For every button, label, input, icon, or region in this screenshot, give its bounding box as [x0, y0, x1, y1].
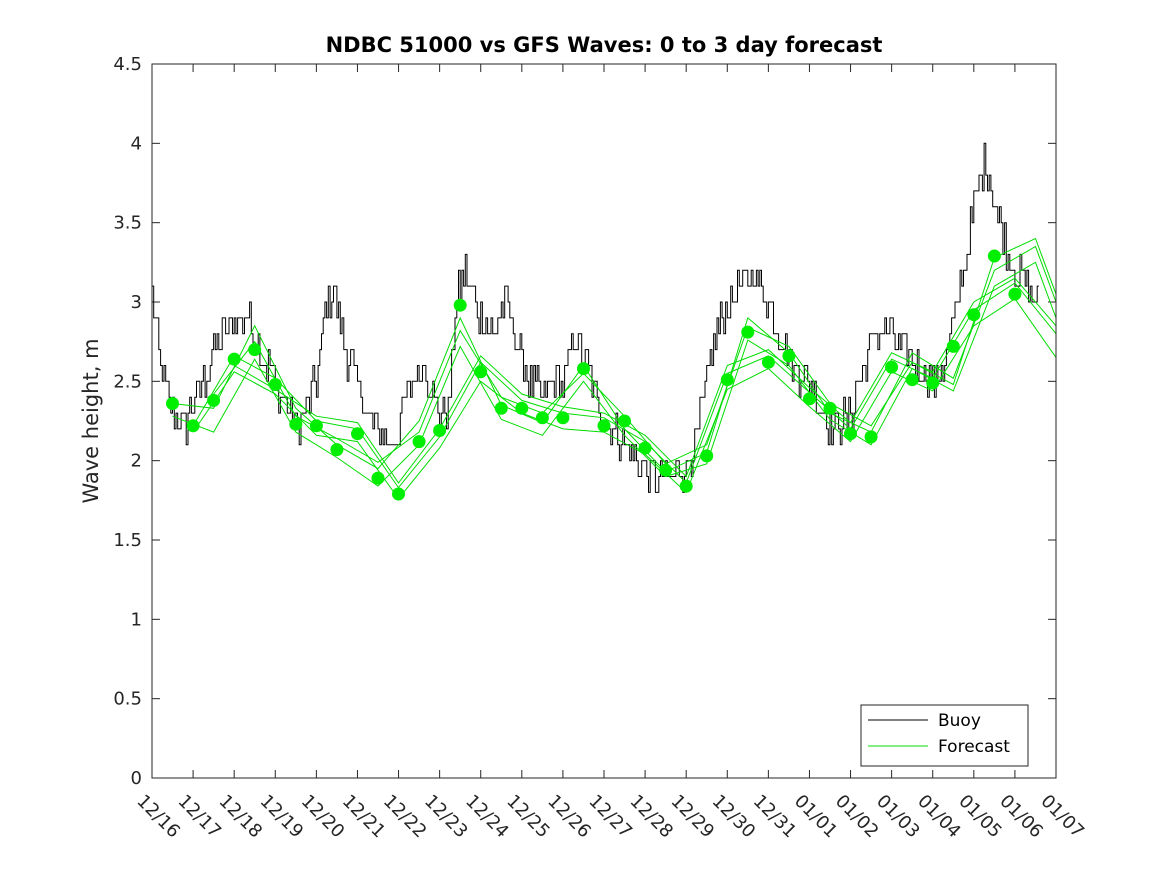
forecast-line: [172, 261, 1056, 487]
forecast-point: [987, 249, 1001, 263]
forecast-point: [618, 414, 631, 428]
forecast-point: [268, 378, 282, 391]
y-tick-label: 0: [131, 768, 142, 789]
forecast-point: [926, 376, 940, 390]
forecast-point: [679, 479, 693, 493]
forecast-point: [577, 362, 590, 376]
forecast-point: [597, 419, 611, 433]
forecast-point: [864, 430, 878, 444]
chart-title: NDBC 51000 vs GFS Waves: 0 to 3 day fore…: [326, 33, 883, 57]
forecast-point: [535, 411, 549, 425]
forecast-point: [905, 373, 919, 387]
forecast-point: [844, 427, 857, 441]
forecast-markers: [166, 249, 1022, 501]
forecast-point: [309, 419, 323, 433]
forecast-point: [412, 435, 426, 449]
forecast-point: [782, 349, 796, 363]
y-tick-label: 3.5: [113, 213, 142, 234]
buoy-series-line: [152, 142, 1039, 493]
axes-box: [151, 63, 1057, 779]
forecast-point: [186, 419, 200, 433]
series-layer: [152, 142, 1056, 501]
forecast-point: [885, 360, 899, 374]
forecast-point: [700, 449, 714, 463]
forecast-series-lines: [172, 237, 1056, 500]
forecast-point: [515, 401, 529, 415]
y-tick-label: 1.5: [113, 530, 142, 551]
forecast-point: [803, 392, 816, 406]
forecast-point: [494, 401, 508, 415]
forecast-point: [207, 393, 221, 407]
legend-forecast-label: Forecast: [938, 737, 1010, 757]
y-tick-label: 4: [131, 133, 142, 154]
legend-box: [860, 704, 1029, 767]
forecast-point: [474, 365, 488, 379]
y-axis-label: Wave height, m: [79, 338, 103, 503]
legend: Buoy Forecast: [860, 704, 1029, 767]
y-tick-label: 3: [131, 292, 142, 313]
forecast-point: [433, 424, 447, 437]
forecast-point: [453, 298, 467, 312]
forecast-point: [659, 463, 673, 477]
forecast-point: [946, 339, 960, 353]
forecast-point: [720, 373, 734, 387]
forecast-point: [371, 471, 385, 485]
forecast-point: [248, 343, 262, 357]
forecast-point: [351, 427, 364, 441]
y-tick-label: 2: [131, 451, 142, 472]
forecast-point: [556, 411, 570, 425]
forecast-point: [392, 487, 405, 501]
forecast-point: [741, 325, 755, 339]
forecast-point: [823, 401, 837, 415]
y-axis-ticks: 0 0.5 1 1.5 2 2.5 3 3.5 4 4.5: [113, 54, 1056, 789]
y-tick-label: 1: [131, 609, 142, 630]
forecast-line: [233, 277, 1056, 484]
forecast-point: [289, 417, 303, 431]
legend-buoy-label: Buoy: [938, 711, 981, 731]
forecast-line: [213, 237, 1056, 465]
forecast-point: [227, 352, 241, 366]
y-tick-label: 4.5: [113, 54, 142, 75]
forecast-point: [638, 441, 652, 455]
y-tick-label: 0.5: [113, 689, 142, 710]
forecast-point: [967, 308, 981, 322]
y-tick-label: 2.5: [113, 371, 142, 392]
forecast-point: [1008, 287, 1022, 301]
forecast-point: [330, 443, 344, 457]
forecast-point: [166, 397, 179, 410]
forecast-line: [172, 245, 1056, 473]
forecast-point: [761, 355, 775, 369]
